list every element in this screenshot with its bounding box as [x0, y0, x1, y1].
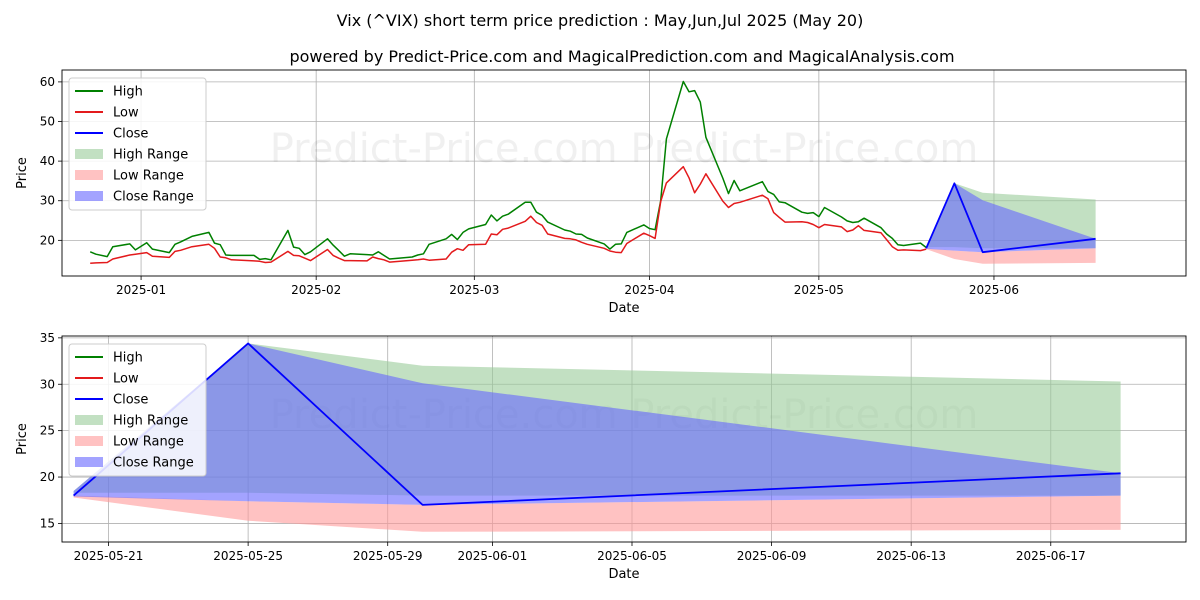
x-tick-label: 2025-06-01: [458, 549, 528, 563]
x-tick-label: 2025-06-13: [876, 549, 946, 563]
x-tick-label: 2025-05-25: [213, 549, 283, 563]
legend-label: High Range: [113, 414, 188, 429]
history-panel: 2025-01 2025-02 2025-03 2025-04 2025-05 2025-…: [15, 69, 1187, 316]
legend-box: [68, 77, 207, 211]
y-tick-label: 20: [40, 470, 55, 484]
legend-box: [68, 343, 207, 477]
y-axis-label: Price: [15, 423, 30, 455]
high-series-line: [89, 80, 927, 261]
x-tick-label: 2025-03: [449, 283, 499, 297]
x-tick-label: 2025-05-29: [353, 549, 423, 563]
x-tick-label: 2025-06-05: [597, 549, 667, 563]
x-axis-label: Date: [608, 301, 639, 316]
x-tick-label: 2025-01: [116, 283, 166, 297]
x-tick-label: 2025-06: [969, 283, 1019, 297]
x-tick-label: 2025-05: [794, 283, 844, 297]
close-series-line: [925, 182, 1096, 254]
y-tick-label: 60: [40, 75, 55, 89]
watermark-text: Predict-Price.com Predict-Price.com: [270, 126, 979, 172]
legend-label: Close Range: [113, 190, 194, 205]
x-tick-label: 2025-06-17: [1016, 549, 1086, 563]
legend: High Low Close High Range Low Range Close Ran…: [68, 77, 207, 211]
y-tick-label: 50: [40, 115, 55, 129]
y-tick-label: 25: [40, 424, 55, 438]
x-tick-label: 2025-04: [624, 283, 674, 297]
legend-swatch-close-range: [75, 457, 103, 467]
y-tick-label: 35: [40, 331, 55, 345]
x-tick-label: 2025-02: [291, 283, 341, 297]
legend-label: Low: [113, 106, 139, 121]
chart-title: Vix (^VIX) short term price prediction :…: [337, 11, 864, 30]
legend-swatch-high-range: [75, 415, 103, 425]
legend-label: Close Range: [113, 456, 194, 471]
legend-label: Low Range: [113, 169, 184, 184]
y-tick-label: 20: [40, 233, 55, 247]
chart-subtitle: powered by Predict-Price.com and Magical…: [289, 47, 954, 66]
x-axis-label: Date: [608, 567, 639, 582]
x-tick-label: 2025-05-21: [74, 549, 144, 563]
low-series-line: [90, 165, 927, 265]
y-tick-label: 15: [40, 516, 55, 530]
y-tick-label: 30: [40, 377, 55, 391]
legend-swatch-high-range: [75, 149, 103, 159]
y-tick-label: 40: [40, 154, 55, 168]
x-tick-label: 2025-06-09: [737, 549, 807, 563]
legend-label: Low Range: [113, 435, 184, 450]
legend-swatch-low-range: [75, 170, 103, 180]
legend-label: High: [113, 351, 143, 366]
plot-frame: [61, 69, 1187, 277]
legend-label: Low: [113, 372, 139, 387]
low-range-band: [73, 495, 1121, 532]
legend-label: High Range: [113, 148, 188, 163]
legend-swatch-close-range: [75, 191, 103, 201]
close-range-band: [926, 183, 1096, 253]
legend-label: Close: [113, 393, 148, 408]
low-range-band: [926, 248, 1096, 264]
y-axis-label: Price: [15, 157, 30, 189]
plot-frame: [61, 335, 1187, 543]
legend-label: High: [113, 85, 143, 100]
y-tick-label: 30: [40, 194, 55, 208]
legend: High Low Close High Range Low Range Close Ran…: [68, 343, 207, 477]
legend-swatch-low-range: [75, 436, 103, 446]
close-range-band: [73, 343, 1121, 505]
legend-label: Close: [113, 127, 148, 142]
forecast-panel: 2025-05-21 2025-05-25 2025-05-29 2025-06-01…: [15, 331, 1187, 582]
